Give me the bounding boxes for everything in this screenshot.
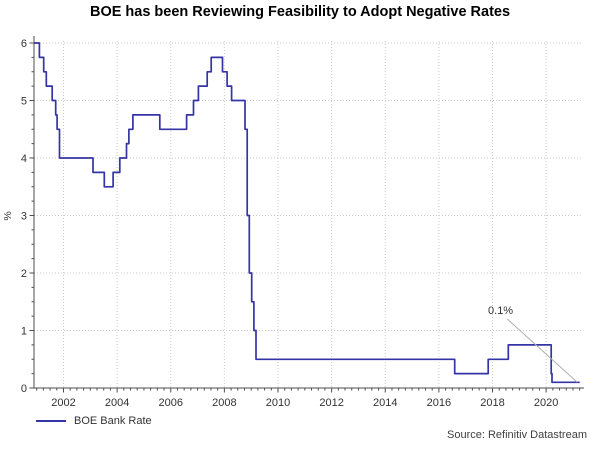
legend-label: BOE Bank Rate	[74, 415, 152, 427]
chart-title: BOE has been Reviewing Feasibility to Ad…	[89, 4, 511, 20]
legend-line-icon	[36, 420, 66, 422]
series-line-boe-bank-rate	[34, 42, 580, 384]
y-axis-label: %	[2, 211, 14, 220]
x-tick-label: 2004	[105, 397, 129, 409]
x-tick-label: 2020	[534, 397, 558, 409]
annotation-leader-line	[506, 318, 578, 383]
y-tick-label: 5	[21, 96, 27, 108]
y-tick-label: 2	[21, 268, 27, 280]
y-tick-label: 1	[21, 326, 27, 338]
legend: BOE Bank Rate	[36, 414, 152, 428]
y-tick-label: 3	[21, 211, 27, 223]
y-tick-label: 0	[21, 383, 27, 395]
x-tick-label: 2014	[373, 397, 397, 409]
annotation-label: 0.1%	[488, 305, 513, 317]
x-tick-label: 2010	[266, 397, 290, 409]
x-tick-label: 2006	[159, 397, 183, 409]
x-tick-label: 2018	[480, 397, 504, 409]
x-tick-label: 2012	[319, 397, 343, 409]
x-tick-label: 2008	[212, 397, 236, 409]
y-tick-label: 6	[21, 38, 27, 50]
x-tick-label: 2002	[51, 397, 75, 409]
source-credit: Source: Refinitiv Datastream	[447, 429, 587, 441]
boe-bank-rate-chart: 2002 2004 2006 2008 2010 2012 2014 2016 2018 2020…	[2, 36, 584, 409]
x-tick-label: 2016	[427, 397, 451, 409]
y-tick-label: 4	[21, 153, 27, 165]
